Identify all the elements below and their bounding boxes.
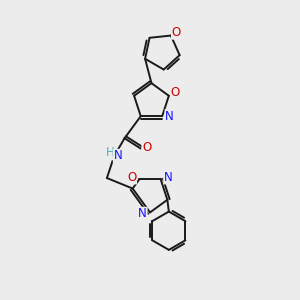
Text: O: O	[172, 26, 181, 39]
Text: N: N	[113, 149, 122, 162]
Text: N: N	[138, 207, 147, 220]
Text: N: N	[164, 171, 172, 184]
Text: O: O	[142, 141, 151, 154]
Text: H: H	[106, 146, 115, 160]
Text: O: O	[171, 86, 180, 99]
Text: O: O	[127, 171, 136, 184]
Text: N: N	[165, 110, 174, 123]
